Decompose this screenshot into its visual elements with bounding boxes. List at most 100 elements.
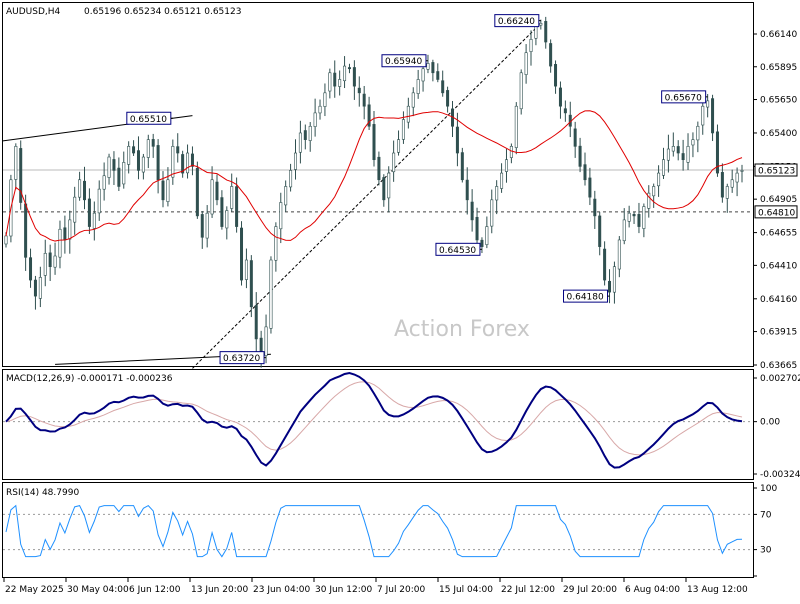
macd-tick-label: 0.002702 — [760, 374, 800, 384]
x-axis-label: 30 Jun 12:00 — [315, 585, 372, 595]
candle — [240, 221, 244, 286]
price-tick-label: 0.65650 — [760, 96, 797, 106]
candle — [730, 169, 734, 193]
candle — [446, 86, 450, 113]
candle — [588, 167, 592, 206]
current-price-box: 0.65123 — [754, 163, 798, 177]
candle — [622, 208, 626, 245]
candle — [58, 220, 62, 269]
candle — [455, 112, 459, 167]
candle — [495, 180, 499, 215]
candle — [29, 248, 33, 288]
candle — [136, 136, 140, 180]
macd-label: MACD(12,26,9) -0.000171 -0.000236 — [6, 374, 173, 384]
candle — [676, 140, 680, 161]
price-panel — [2, 2, 754, 367]
candle — [122, 151, 126, 189]
candle — [269, 256, 273, 334]
candle — [696, 121, 700, 153]
candle — [289, 163, 293, 192]
candle — [500, 163, 504, 193]
price-tick-label: 0.65895 — [760, 63, 797, 73]
candle — [470, 189, 474, 232]
candle — [181, 150, 185, 178]
candle — [244, 248, 248, 289]
candle — [195, 161, 199, 219]
callout-label: 0.65940 — [385, 57, 422, 67]
candle — [642, 203, 646, 238]
candle — [617, 236, 621, 278]
candle — [318, 99, 322, 120]
rising-trendline — [192, 22, 542, 369]
candle — [176, 133, 180, 163]
candle — [573, 121, 577, 158]
candle — [549, 39, 553, 73]
candle — [141, 153, 145, 180]
candle — [166, 167, 170, 207]
candle — [274, 222, 278, 272]
candle — [583, 152, 587, 186]
candle — [83, 166, 87, 210]
candle — [563, 100, 567, 122]
candle — [328, 68, 332, 99]
x-axis-label: 13 Aug 12:00 — [687, 585, 748, 595]
candle — [681, 139, 685, 171]
x-axis-label: 30 May 04:00 — [67, 585, 129, 595]
candle — [637, 202, 641, 234]
candle — [347, 63, 351, 74]
candle — [539, 19, 543, 30]
candle — [298, 120, 302, 164]
candle — [657, 165, 661, 197]
candle — [406, 97, 410, 129]
candle — [401, 111, 405, 144]
candle — [554, 60, 558, 94]
price-callout: 0.63720 — [219, 351, 267, 365]
candle — [509, 143, 513, 164]
callout-label: 0.64530 — [439, 246, 476, 256]
candle — [33, 275, 37, 310]
candle — [647, 185, 651, 218]
callout-label: 0.64180 — [567, 293, 604, 303]
candle — [725, 183, 729, 213]
candle — [671, 132, 675, 157]
candle — [132, 140, 136, 156]
price-tick-label: 0.65400 — [760, 129, 797, 139]
rsi-label: RSI(14) 48.7990 — [6, 488, 79, 498]
candle — [323, 83, 327, 117]
candle — [490, 189, 494, 234]
callout-label: 0.65510 — [130, 115, 167, 125]
svg-text:0.64810: 0.64810 — [758, 208, 795, 218]
candle — [53, 242, 57, 275]
candle — [308, 122, 312, 152]
candle — [205, 205, 209, 248]
candle — [377, 151, 381, 186]
candle — [186, 144, 190, 179]
candle — [504, 148, 508, 183]
x-axis-label: 15 Jul 04:00 — [439, 585, 493, 595]
x-axis-label: 6 Aug 04:00 — [625, 585, 680, 595]
candle — [603, 241, 607, 286]
candle — [465, 167, 469, 215]
candle — [740, 164, 744, 183]
candle — [367, 96, 371, 130]
candle — [593, 190, 597, 229]
candle — [426, 54, 430, 74]
candle — [97, 180, 101, 221]
candle — [441, 70, 445, 97]
x-axis-label: 22 Jul 12:00 — [501, 585, 555, 595]
rsi-tick-label: 30 — [760, 546, 772, 556]
price-callout: 0.65510 — [126, 111, 173, 125]
candle — [284, 180, 288, 212]
macd-line — [5, 372, 743, 469]
price-callout: 0.65670 — [661, 90, 708, 104]
candle — [117, 157, 121, 191]
candle — [171, 139, 175, 185]
candle — [632, 211, 636, 224]
candle — [338, 70, 342, 96]
candle — [279, 192, 283, 244]
candle — [524, 44, 528, 84]
candle — [598, 211, 602, 256]
candle — [460, 147, 464, 183]
candle — [48, 244, 52, 282]
